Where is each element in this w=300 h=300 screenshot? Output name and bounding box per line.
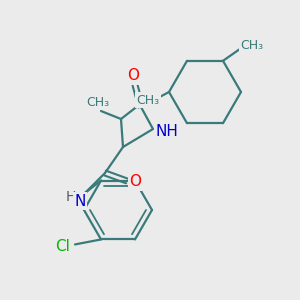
Text: O: O xyxy=(129,175,141,190)
Text: N: N xyxy=(74,194,86,208)
Text: Cl: Cl xyxy=(56,239,70,254)
Text: CH₃: CH₃ xyxy=(86,95,110,109)
Text: CH₃: CH₃ xyxy=(240,39,264,52)
Text: CH₃: CH₃ xyxy=(136,94,160,106)
Text: NH: NH xyxy=(156,124,178,140)
Text: H: H xyxy=(66,190,76,204)
Text: O: O xyxy=(127,68,139,83)
